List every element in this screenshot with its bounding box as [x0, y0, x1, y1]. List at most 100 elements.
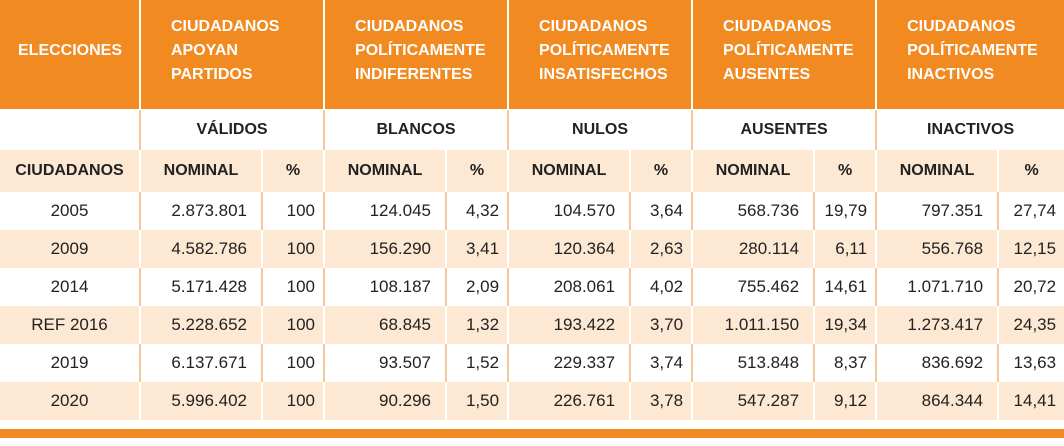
- pct-cell: 100: [262, 268, 326, 306]
- subheader-row: VÁLIDOS BLANCOS NULOS AUSENTES INACTIVOS: [0, 109, 1064, 150]
- nominal-cell: 797.351: [876, 192, 1000, 230]
- table-row: 2005 2.873.801 100 124.045 4,32 104.570 3,64 56…: [0, 192, 1064, 230]
- nominal-cell: 6.137.671: [140, 344, 263, 382]
- pct-cell: 4,02: [630, 268, 694, 306]
- nominal-cell: 124.045: [324, 192, 448, 230]
- pct-cell: 1,52: [446, 344, 510, 382]
- pct-cell: 6,11: [814, 230, 878, 268]
- pct-cell: 14,61: [814, 268, 878, 306]
- nominal-cell: 156.290: [324, 230, 448, 268]
- nominal-cell: 280.114: [692, 230, 816, 268]
- nominal-cell: 104.570: [508, 192, 632, 230]
- bottom-rule: [0, 429, 1064, 438]
- nominal-cell: 1.071.710: [876, 268, 1000, 306]
- elections-table: ELECCIONES CIUDADANOS APOYAN PARTIDOS CIUD…: [0, 0, 1064, 420]
- subheader-ausentes: AUSENTES: [692, 109, 878, 150]
- pct-header: %: [262, 150, 326, 192]
- nominal-cell: 2.873.801: [140, 192, 263, 230]
- pct-cell: 4,32: [446, 192, 510, 230]
- subheader-blancos: BLANCOS: [324, 109, 510, 150]
- nominal-cell: 568.736: [692, 192, 816, 230]
- column-header-row: CIUDADANOS NOMINAL % NOMINAL % NOMINAL %…: [0, 150, 1064, 192]
- pct-cell: 100: [262, 306, 326, 344]
- pct-cell: 3,64: [630, 192, 694, 230]
- table-row: 2019 6.137.671 100 93.507 1,52 229.337 3,74 513…: [0, 344, 1064, 382]
- group-header-ausentes: CIUDADANOS POLÍTICAMENTE AUSENTES: [692, 0, 878, 110]
- nominal-cell: 93.507: [324, 344, 448, 382]
- pct-cell: 1,50: [446, 382, 510, 420]
- pct-cell: 13,63: [998, 344, 1064, 382]
- pct-cell: 2,63: [630, 230, 694, 268]
- ciudadanos-header: CIUDADANOS: [0, 150, 141, 192]
- pct-cell: 8,37: [814, 344, 878, 382]
- pct-cell: 27,74: [998, 192, 1064, 230]
- nominal-cell: 4.582.786: [140, 230, 263, 268]
- table-row: 2020 5.996.402 100 90.296 1,50 226.761 3,78 547…: [0, 382, 1064, 420]
- nominal-header: NOMINAL: [876, 150, 1000, 192]
- nominal-header: NOMINAL: [508, 150, 632, 192]
- nominal-cell: 208.061: [508, 268, 632, 306]
- pct-cell: 19,34: [814, 306, 878, 344]
- pct-header: %: [814, 150, 878, 192]
- nominal-cell: 5.171.428: [140, 268, 263, 306]
- pct-cell: 20,72: [998, 268, 1064, 306]
- group-header-apoyan: CIUDADANOS APOYAN PARTIDOS: [140, 0, 326, 110]
- pct-cell: 3,41: [446, 230, 510, 268]
- subheader-inactivos: INACTIVOS: [876, 109, 1064, 150]
- nominal-header: NOMINAL: [692, 150, 816, 192]
- nominal-cell: 547.287: [692, 382, 816, 420]
- pct-cell: 9,12: [814, 382, 878, 420]
- year-cell: REF 2016: [0, 306, 141, 344]
- nominal-cell: 120.364: [508, 230, 632, 268]
- nominal-cell: 864.344: [876, 382, 1000, 420]
- pct-cell: 24,35: [998, 306, 1064, 344]
- nominal-cell: 513.848: [692, 344, 816, 382]
- pct-cell: 1,32: [446, 306, 510, 344]
- pct-header: %: [446, 150, 510, 192]
- pct-header: %: [998, 150, 1064, 192]
- pct-cell: 100: [262, 230, 326, 268]
- year-cell: 2014: [0, 268, 141, 306]
- pct-cell: 2,09: [446, 268, 510, 306]
- pct-cell: 100: [262, 344, 326, 382]
- pct-cell: 3,78: [630, 382, 694, 420]
- nominal-cell: 5.996.402: [140, 382, 263, 420]
- pct-cell: 3,74: [630, 344, 694, 382]
- nominal-cell: 90.296: [324, 382, 448, 420]
- pct-cell: 3,70: [630, 306, 694, 344]
- nominal-cell: 836.692: [876, 344, 1000, 382]
- year-cell: 2020: [0, 382, 141, 420]
- elecciones-header: ELECCIONES: [0, 0, 141, 110]
- group-header-row: ELECCIONES CIUDADANOS APOYAN PARTIDOS CIUD…: [0, 0, 1064, 110]
- year-cell: 2009: [0, 230, 141, 268]
- nominal-cell: 108.187: [324, 268, 448, 306]
- group-header-inactivos: CIUDADANOS POLÍTICAMENTE INACTIVOS: [876, 0, 1064, 110]
- pct-cell: 14,41: [998, 382, 1064, 420]
- nominal-cell: 193.422: [508, 306, 632, 344]
- year-cell: 2019: [0, 344, 141, 382]
- group-header-insatisfechos: CIUDADANOS POLÍTICAMENTE INSATISFECHOS: [508, 0, 694, 110]
- subheader-blank: [0, 109, 141, 150]
- table-row: 2009 4.582.786 100 156.290 3,41 120.364 2,63 28…: [0, 230, 1064, 268]
- nominal-cell: 755.462: [692, 268, 816, 306]
- nominal-header: NOMINAL: [140, 150, 263, 192]
- table-row: 2014 5.171.428 100 108.187 2,09 208.061 4,02 75…: [0, 268, 1064, 306]
- nominal-cell: 5.228.652: [140, 306, 263, 344]
- year-cell: 2005: [0, 192, 141, 230]
- subheader-validos: VÁLIDOS: [140, 109, 326, 150]
- nominal-cell: 68.845: [324, 306, 448, 344]
- pct-cell: 100: [262, 382, 326, 420]
- pct-cell: 12,15: [998, 230, 1064, 268]
- nominal-cell: 226.761: [508, 382, 632, 420]
- pct-header: %: [630, 150, 694, 192]
- pct-cell: 19,79: [814, 192, 878, 230]
- nominal-cell: 1.273.417: [876, 306, 1000, 344]
- nominal-cell: 1.011.150: [692, 306, 816, 344]
- nominal-header: NOMINAL: [324, 150, 448, 192]
- subheader-nulos: NULOS: [508, 109, 694, 150]
- nominal-cell: 229.337: [508, 344, 632, 382]
- pct-cell: 100: [262, 192, 326, 230]
- nominal-cell: 556.768: [876, 230, 1000, 268]
- table-row: REF 2016 5.228.652 100 68.845 1,32 193.422 3,7…: [0, 306, 1064, 344]
